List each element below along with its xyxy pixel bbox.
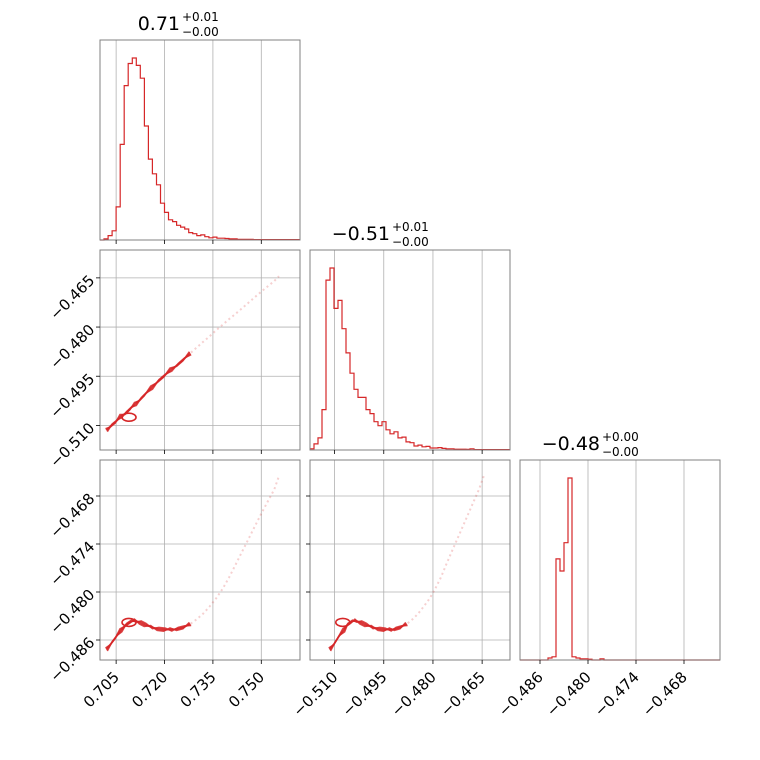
density-contour <box>105 351 191 430</box>
density-contour <box>106 619 192 652</box>
sample-trail <box>328 475 485 651</box>
panel-title-value: 0.71 <box>138 13 180 35</box>
x-tick-label: −0.495 <box>339 668 391 720</box>
histogram-step-line <box>520 477 720 661</box>
y-tick-label: −0.495 <box>46 370 98 422</box>
density-peak-contour <box>121 412 137 423</box>
y-tick-label: −0.468 <box>46 490 98 542</box>
panel-title-minus-error: −0.00 <box>182 25 219 39</box>
x-tick-label: −0.486 <box>495 668 547 720</box>
x-tick-label: −0.465 <box>437 668 489 720</box>
panel-title-value: −0.51 <box>332 223 390 245</box>
x-tick-label: −0.468 <box>639 668 691 720</box>
panel-title-minus-error: −0.00 <box>602 445 639 459</box>
x-tick-label: 0.750 <box>225 668 268 711</box>
panel-title-minus-error: −0.00 <box>392 235 429 249</box>
x-tick-label: 0.705 <box>80 668 123 711</box>
x-tick-label: 0.735 <box>177 668 220 711</box>
panel-title-plus-error: +0.01 <box>392 220 429 234</box>
panel-frame <box>99 459 301 661</box>
scatter-panel-2-0 <box>96 459 301 664</box>
histogram-panel-0: 0.71 +0.01−0.00 <box>99 10 301 244</box>
panel-title-plus-error: +0.01 <box>182 10 219 24</box>
panel-frame <box>99 39 301 241</box>
panel-title-plus-error: +0.00 <box>602 430 639 444</box>
y-tick-label: −0.465 <box>46 272 98 324</box>
histogram-panel-2: −0.48 +0.00−0.00 <box>519 430 721 664</box>
x-tick-label: −0.510 <box>289 668 341 720</box>
panel-title-value: −0.48 <box>542 433 600 455</box>
density-contour <box>329 619 408 652</box>
y-tick-label: −0.480 <box>46 586 98 638</box>
y-tick-label: −0.486 <box>46 634 98 686</box>
y-tick-label: −0.480 <box>46 321 98 373</box>
y-tick-label: −0.474 <box>46 538 98 590</box>
x-tick-label: −0.480 <box>388 668 440 720</box>
x-tick-label: −0.480 <box>543 668 595 720</box>
panel-frame <box>309 249 511 451</box>
panel-frame <box>519 459 721 661</box>
sample-trail <box>105 475 280 651</box>
density-peak-contour <box>121 617 137 628</box>
density-peak-contour <box>334 617 351 628</box>
density-contour <box>106 353 192 433</box>
histogram-panel-1: −0.51 +0.01−0.00 <box>309 220 511 454</box>
y-tick-label: −0.510 <box>46 419 98 471</box>
panel-frame <box>309 459 511 661</box>
x-tick-label: −0.474 <box>591 668 643 720</box>
panel-frame <box>99 249 301 451</box>
histogram-step-line <box>310 267 510 451</box>
scatter-panel-2-1 <box>306 459 511 664</box>
scatter-panel-1-0 <box>96 249 301 454</box>
x-tick-label: 0.720 <box>128 668 171 711</box>
histogram-step-line <box>100 57 300 241</box>
